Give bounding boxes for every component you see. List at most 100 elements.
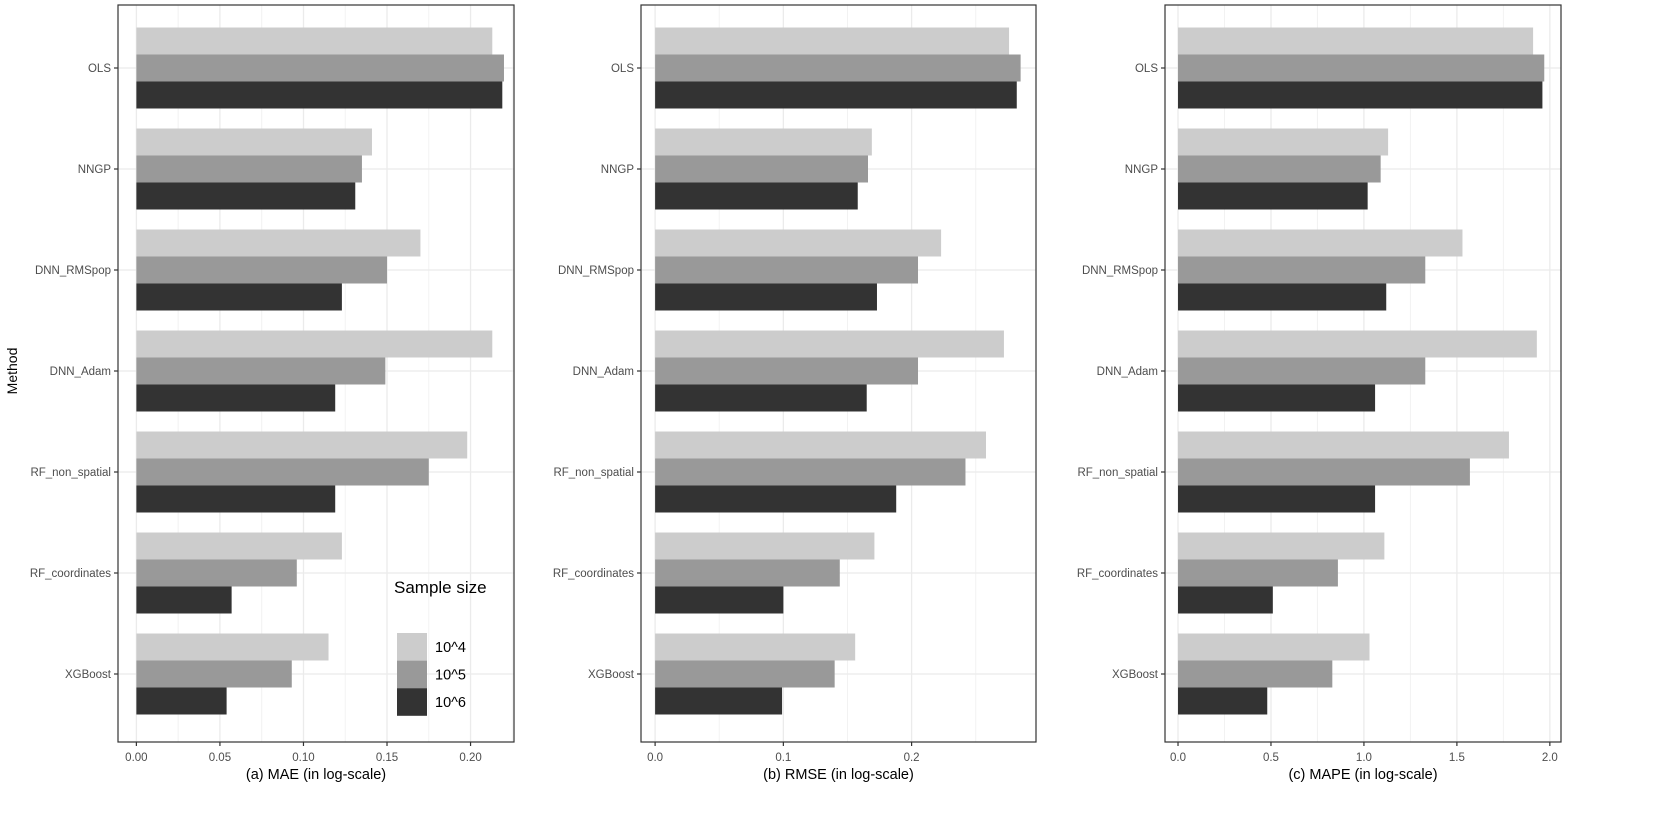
bar-NNGP-10^4: [655, 128, 872, 156]
bar-DNN_RMSpop-10^5: [136, 256, 388, 284]
x-tick-label: 0.20: [459, 752, 481, 764]
legend-label: 10^4: [435, 640, 466, 656]
bar-DNN_Adam-10^6: [655, 384, 867, 412]
x-tick-label: 0.0: [1170, 752, 1186, 764]
y-tick-label: NNGP: [601, 164, 635, 176]
bar-DNN_Adam-10^5: [1178, 357, 1426, 385]
panel-2: OLS NNGP DNN_RMSpop DNN_Adam RF_non_spatial R…: [553, 4, 1037, 783]
bar-XGBoost-10^6: [136, 687, 227, 715]
y-tick-label: RF_coordinates: [553, 568, 634, 580]
panel-border: [1164, 4, 1562, 743]
x-tick-label: 0.10: [292, 752, 314, 764]
bar-RF_non_spatial-10^6: [655, 485, 897, 513]
bar-NNGP-10^5: [1178, 155, 1381, 183]
bar-RF_coordinates-10^5: [655, 559, 840, 587]
bar-OLS-10^5: [655, 54, 1021, 82]
y-axis-title: Method: [4, 348, 20, 395]
bar-RF_non_spatial-10^5: [1178, 458, 1470, 486]
bar-RF_coordinates-10^5: [136, 559, 297, 587]
legend-key-10^5: [397, 660, 427, 689]
panel-border: [640, 4, 1037, 743]
bar-RF_non_spatial-10^4: [655, 431, 986, 459]
legend-key-10^4: [397, 633, 427, 661]
x-tick-label: 0.00: [125, 752, 147, 764]
bar-RF_coordinates-10^6: [655, 586, 784, 614]
bar-DNN_Adam-10^5: [136, 357, 386, 385]
x-tick-label: 0.1: [775, 752, 791, 764]
panel-1: OLS NNGP DNN_RMSpop DNN_Adam RF_non_spatial R…: [30, 4, 515, 783]
x-axis-title: (c) MAPE (in log-scale): [1288, 767, 1437, 783]
bar-OLS-10^6: [655, 81, 1017, 109]
bar-RF_coordinates-10^4: [136, 532, 342, 560]
y-tick-label: RF_coordinates: [1077, 568, 1158, 580]
x-tick-label: 0.05: [209, 752, 231, 764]
bar-XGBoost-10^5: [655, 660, 835, 688]
panel-border: [117, 4, 515, 743]
bar-DNN_RMSpop-10^4: [655, 229, 942, 257]
bar-DNN_RMSpop-10^6: [1178, 283, 1387, 311]
y-tick-label: XGBoost: [1112, 669, 1159, 681]
bar-RF_non_spatial-10^4: [136, 431, 468, 459]
x-tick-label: 0.0: [647, 752, 663, 764]
bar-OLS-10^6: [1178, 81, 1543, 109]
x-tick-label: 0.5: [1263, 752, 1279, 764]
bar-NNGP-10^6: [136, 182, 356, 210]
panel-3: OLS NNGP DNN_RMSpop DNN_Adam RF_non_spatial R…: [1077, 4, 1562, 783]
bar-RF_non_spatial-10^6: [136, 485, 336, 513]
bar-XGBoost-10^6: [1178, 687, 1268, 715]
x-tick-label: 0.15: [376, 752, 398, 764]
bar-RF_coordinates-10^5: [1178, 559, 1338, 587]
y-tick-label: DNN_RMSpop: [558, 265, 634, 277]
bar-RF_coordinates-10^6: [136, 586, 232, 614]
bar-RF_coordinates-10^6: [1178, 586, 1273, 614]
bar-RF_non_spatial-10^5: [136, 458, 429, 486]
bar-DNN_RMSpop-10^4: [136, 229, 421, 257]
bar-NNGP-10^5: [655, 155, 868, 183]
y-tick-label: OLS: [88, 63, 111, 75]
y-tick-label: OLS: [611, 63, 634, 75]
y-tick-label: NNGP: [78, 164, 112, 176]
x-tick-label: 1.0: [1356, 752, 1372, 764]
bar-NNGP-10^6: [655, 182, 858, 210]
bar-RF_coordinates-10^4: [655, 532, 875, 560]
y-tick-label: RF_non_spatial: [1077, 467, 1158, 479]
bar-NNGP-10^4: [136, 128, 372, 156]
bar-DNN_Adam-10^5: [655, 357, 919, 385]
bar-RF_non_spatial-10^4: [1178, 431, 1509, 459]
legend-key-10^6: [397, 688, 427, 716]
bar-DNN_Adam-10^4: [655, 330, 1004, 358]
bar-DNN_RMSpop-10^6: [655, 283, 877, 311]
bar-RF_non_spatial-10^6: [1178, 485, 1376, 513]
x-tick-label: 1.5: [1449, 752, 1465, 764]
bar-XGBoost-10^4: [1178, 633, 1370, 661]
bar-OLS-10^5: [136, 54, 504, 82]
bar-DNN_Adam-10^4: [136, 330, 493, 358]
y-tick-label: RF_non_spatial: [553, 467, 634, 479]
x-axis-title: (a) MAE (in log-scale): [246, 767, 386, 783]
y-tick-label: DNN_Adam: [50, 366, 111, 378]
bar-DNN_RMSpop-10^5: [1178, 256, 1426, 284]
y-tick-label: RF_coordinates: [30, 568, 111, 580]
bar-NNGP-10^5: [136, 155, 362, 183]
bar-XGBoost-10^5: [136, 660, 292, 688]
bar-OLS-10^4: [136, 27, 493, 55]
bar-DNN_RMSpop-10^6: [136, 283, 342, 311]
y-tick-label: RF_non_spatial: [30, 467, 111, 479]
bar-XGBoost-10^5: [1178, 660, 1333, 688]
bar-NNGP-10^4: [1178, 128, 1389, 156]
y-tick-label: NNGP: [1125, 164, 1159, 176]
x-tick-label: 2.0: [1542, 752, 1558, 764]
x-axis-title: (b) RMSE (in log-scale): [763, 767, 914, 783]
legend: Sample size 10^4 10^5 10^6: [394, 578, 487, 716]
y-tick-label: XGBoost: [65, 669, 112, 681]
y-tick-label: DNN_Adam: [573, 366, 634, 378]
bar-XGBoost-10^6: [655, 687, 783, 715]
bar-RF_coordinates-10^4: [1178, 532, 1385, 560]
bar-XGBoost-10^4: [655, 633, 856, 661]
bar-DNN_Adam-10^6: [1178, 384, 1376, 412]
bar-XGBoost-10^4: [136, 633, 329, 661]
bar-DNN_Adam-10^4: [1178, 330, 1537, 358]
y-tick-label: DNN_RMSpop: [35, 265, 111, 277]
y-tick-label: DNN_Adam: [1097, 366, 1158, 378]
